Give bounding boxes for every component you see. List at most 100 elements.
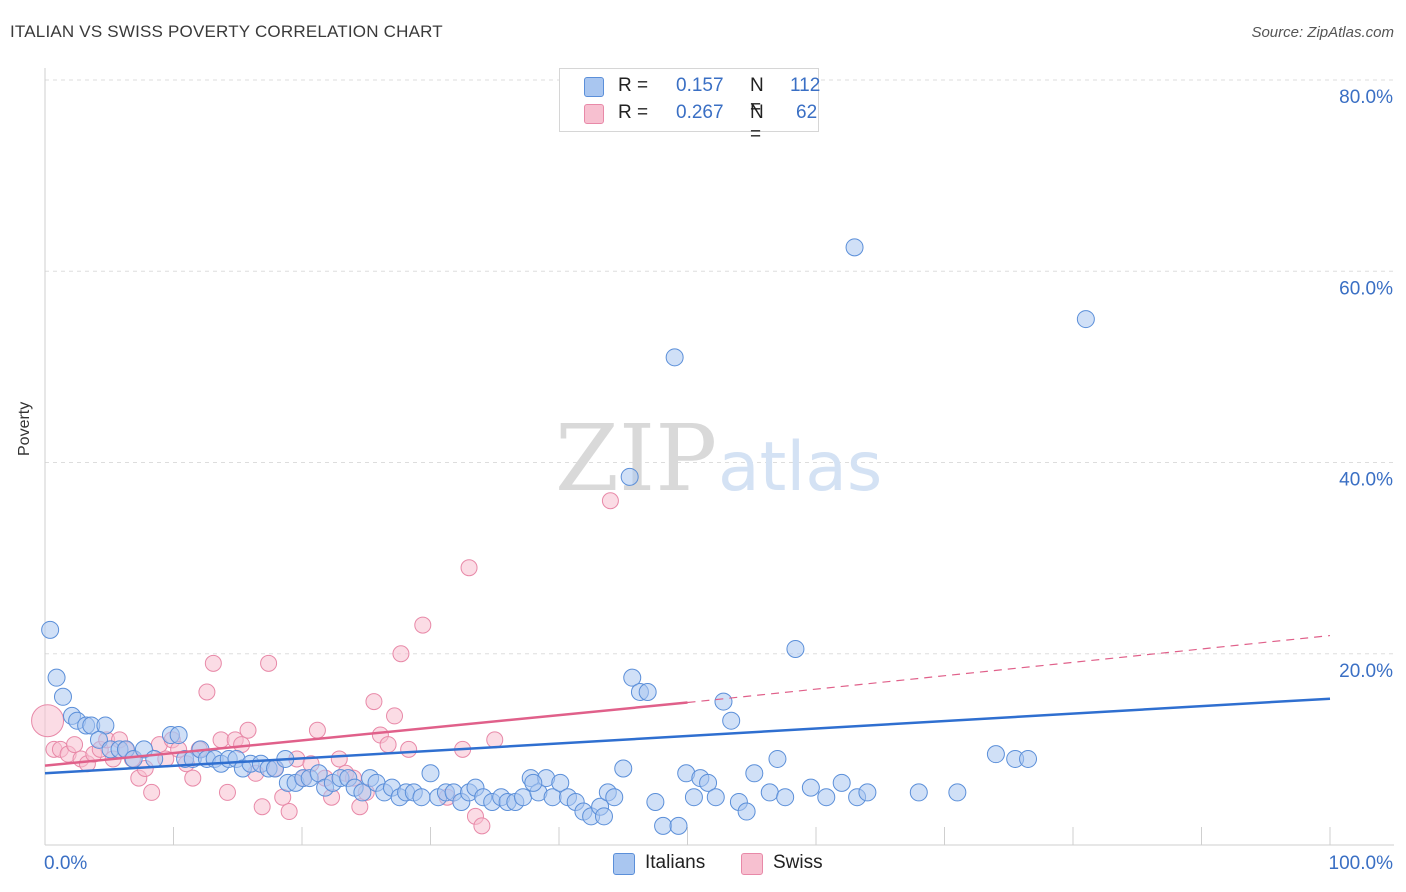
swiss-point bbox=[280, 803, 298, 821]
italians-point bbox=[786, 639, 805, 658]
italians-point bbox=[801, 778, 820, 797]
swiss-point bbox=[400, 740, 418, 758]
legend-n-value-swiss: 62 bbox=[796, 102, 818, 123]
italians-point bbox=[832, 773, 851, 792]
legend-r-value-swiss: 0.267 bbox=[676, 102, 724, 123]
italians-point bbox=[41, 620, 60, 639]
y-tick-label: 60.0% bbox=[1339, 278, 1393, 299]
italians-point bbox=[605, 788, 624, 807]
italians-point bbox=[623, 668, 642, 687]
swiss-point bbox=[253, 798, 271, 816]
italians-trend-line bbox=[44, 697, 1331, 775]
swiss-point bbox=[308, 721, 326, 739]
italians-point bbox=[620, 467, 639, 486]
legend-swatch-swiss bbox=[584, 104, 604, 124]
swiss-point bbox=[212, 731, 230, 749]
swiss-point bbox=[386, 707, 404, 725]
swiss-point bbox=[66, 736, 84, 754]
italians-point bbox=[353, 783, 372, 802]
italians-point bbox=[47, 668, 66, 687]
swiss-point bbox=[486, 731, 504, 749]
italians-point bbox=[948, 783, 967, 802]
italians-point bbox=[776, 788, 795, 807]
swiss-point bbox=[379, 736, 397, 754]
italians-point bbox=[745, 764, 764, 783]
italians-point bbox=[722, 711, 741, 730]
swiss-point bbox=[184, 769, 202, 787]
italians-point bbox=[909, 783, 928, 802]
swiss-point bbox=[460, 559, 478, 577]
swiss-point bbox=[198, 683, 216, 701]
italians-point bbox=[421, 764, 440, 783]
swiss-point bbox=[392, 645, 410, 663]
legend-r-label: R = bbox=[618, 102, 649, 123]
italians-point bbox=[551, 773, 570, 792]
swiss-point bbox=[31, 704, 65, 738]
x-tick-label-max: 100.0% bbox=[1329, 853, 1394, 874]
italians-point bbox=[684, 788, 703, 807]
chart-title: ITALIAN VS SWISS POVERTY CORRELATION CHA… bbox=[10, 22, 443, 41]
bottom-legend-label-italians: Italians bbox=[645, 852, 706, 873]
italians-point bbox=[169, 726, 188, 745]
italians-point bbox=[654, 816, 673, 835]
swiss-point bbox=[601, 492, 619, 510]
grid-layer bbox=[45, 79, 1394, 655]
y-tick-label: 80.0% bbox=[1339, 87, 1393, 108]
legend-n-value-italians: 112 bbox=[790, 75, 821, 96]
swiss-point bbox=[204, 654, 222, 672]
legend-r-label: R = bbox=[618, 75, 649, 96]
swiss-point bbox=[473, 817, 491, 835]
swiss-point bbox=[218, 783, 236, 801]
watermark: ZIP atlas bbox=[555, 405, 882, 512]
italians-series bbox=[41, 238, 1095, 835]
legend-n-label: N = bbox=[750, 75, 764, 118]
italians-point bbox=[53, 687, 72, 706]
italians-point bbox=[614, 759, 633, 778]
italians-point bbox=[1019, 749, 1038, 768]
swiss-trend-line bbox=[44, 701, 688, 767]
italians-point bbox=[1076, 310, 1095, 329]
italians-point bbox=[638, 683, 657, 701]
italians-point bbox=[514, 788, 533, 807]
italians-point bbox=[706, 788, 725, 807]
y-tick-label: 40.0% bbox=[1339, 470, 1393, 491]
bottom-legend-swatch-italians bbox=[613, 853, 635, 875]
tick-labels: 20.0% 40.0% 60.0% 80.0% 0.0% 100.0% bbox=[44, 87, 1393, 874]
bottom-legend-swatch-swiss bbox=[741, 853, 763, 875]
swiss-point bbox=[414, 616, 432, 634]
italians-point bbox=[669, 816, 688, 835]
italians-point bbox=[817, 788, 836, 807]
stats-legend: R = 0.157 N = 112 R = 0.267 N = 62 bbox=[559, 68, 821, 145]
swiss-point bbox=[330, 750, 348, 768]
italians-point bbox=[145, 749, 164, 768]
swiss-point bbox=[143, 783, 161, 801]
watermark-atlas: atlas bbox=[718, 428, 882, 507]
italians-point bbox=[412, 788, 431, 807]
italians-point bbox=[845, 238, 864, 257]
italians-point bbox=[524, 773, 543, 792]
bottom-legend-label-swiss: Swiss bbox=[773, 852, 823, 873]
swiss-point bbox=[351, 798, 369, 816]
italians-point bbox=[737, 802, 756, 821]
trend-lines bbox=[44, 634, 1331, 775]
watermark-zip: ZIP bbox=[555, 405, 717, 512]
italians-point bbox=[594, 807, 613, 826]
legend-n-label: N = bbox=[750, 102, 764, 145]
italians-point bbox=[858, 783, 877, 802]
y-tick-label: 20.0% bbox=[1339, 661, 1393, 682]
italians-point bbox=[760, 783, 779, 802]
italians-point bbox=[665, 348, 684, 367]
italians-point bbox=[768, 749, 787, 768]
swiss-trend-extension bbox=[687, 634, 1331, 704]
italians-point bbox=[89, 730, 108, 749]
swiss-point bbox=[365, 693, 383, 711]
italians-point bbox=[646, 792, 665, 811]
legend-swatch-italians bbox=[584, 77, 604, 97]
swiss-point bbox=[260, 654, 278, 672]
source-label: Source: ZipAtlas.com bbox=[1251, 24, 1394, 41]
swiss-point bbox=[239, 721, 257, 739]
italians-point bbox=[986, 745, 1005, 764]
italians-point bbox=[714, 692, 733, 711]
italians-point bbox=[699, 773, 718, 792]
